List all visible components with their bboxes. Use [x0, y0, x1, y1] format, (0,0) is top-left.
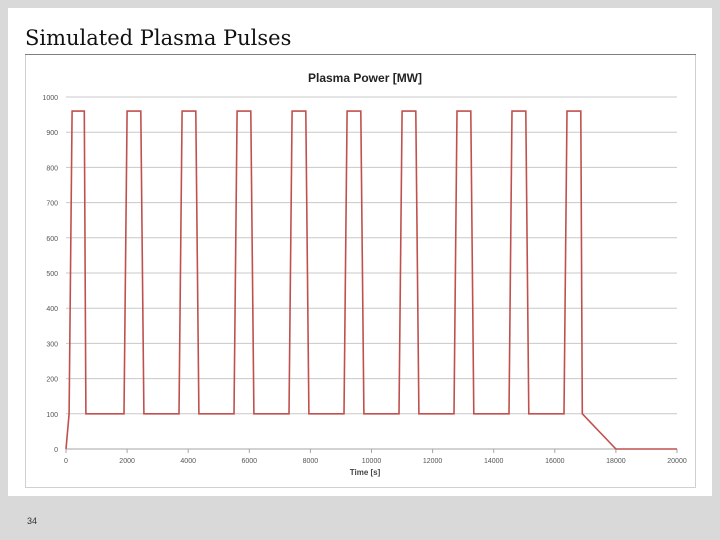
- y-tick-label: 300: [46, 341, 58, 348]
- x-tick-label: 18000: [606, 458, 626, 465]
- x-tick-label: 14000: [484, 458, 504, 465]
- y-tick-label: 0: [54, 447, 58, 454]
- y-tick-label: 1000: [42, 95, 58, 102]
- y-tick-label: 200: [46, 377, 58, 384]
- y-tick-label: 600: [46, 236, 58, 243]
- series-line-0: [65, 110, 677, 450]
- y-tick-label: 400: [46, 306, 58, 313]
- series-layer: [65, 110, 677, 450]
- x-axis-label: Time [s]: [350, 468, 381, 477]
- x-tick-label: 0: [64, 458, 68, 465]
- slide: Simulated Plasma Pulses Plasma Power [MW…: [8, 8, 712, 526]
- x-tick-label: 6000: [242, 458, 258, 465]
- title-divider: [25, 54, 696, 55]
- x-tick-label: 10000: [362, 458, 382, 465]
- chart-title: Plasma Power [MW]: [308, 71, 422, 85]
- y-tick-label: 700: [46, 201, 58, 208]
- y-tick-label: 100: [46, 412, 58, 419]
- x-tick-label: 4000: [180, 458, 196, 465]
- y-tick-label: 900: [46, 130, 58, 137]
- x-tick-label: 2000: [119, 458, 135, 465]
- y-tick-label: 500: [46, 271, 58, 278]
- x-tick-label: 8000: [303, 458, 319, 465]
- plasma-power-chart: Plasma Power [MW] 0 100 200 300 400 500 600 700…: [42, 71, 686, 477]
- page-number: 34: [27, 516, 38, 526]
- axes: [65, 448, 678, 453]
- x-tick-label: 12000: [423, 458, 443, 465]
- chart-container: Plasma Power [MW] 0 100 200 300 400 500 600 700…: [25, 55, 696, 488]
- grid-lines: [66, 96, 677, 415]
- x-tick-label: 16000: [545, 458, 565, 465]
- x-tick-label: 20000: [667, 458, 687, 465]
- y-tick-label: 800: [46, 165, 58, 172]
- slide-title: Simulated Plasma Pulses: [25, 26, 292, 50]
